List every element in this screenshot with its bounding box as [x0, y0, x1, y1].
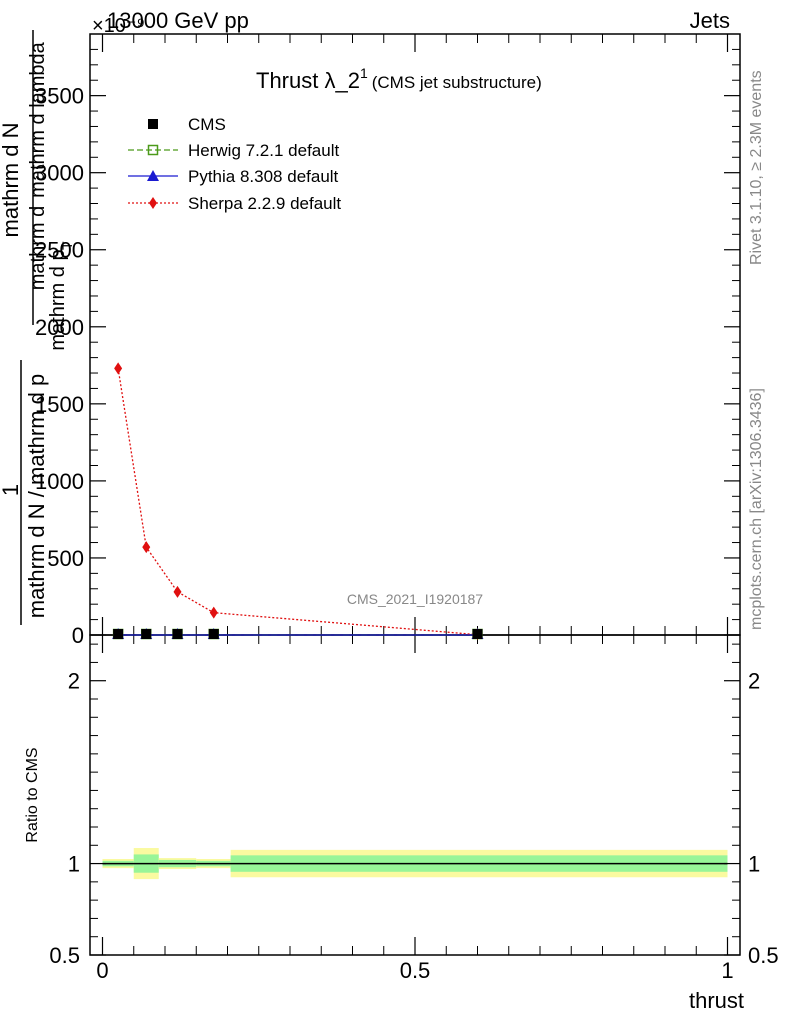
y-axis-label: 1 mathrm d N mathrm d N / mathrm d p mat… [0, 30, 75, 625]
legend-entry-cms: CMS [148, 115, 226, 134]
main-y-tick-label: 2000 [35, 315, 84, 340]
cms-point [113, 629, 124, 639]
ratio-y-tick-label: 1 [68, 852, 80, 877]
ratio-plot-frame [89, 634, 741, 956]
y-label-den2-sub: T [59, 241, 75, 250]
main-y-tick-label: 3000 [35, 161, 84, 186]
ratio-y-tick-label: 0.5 [49, 943, 80, 968]
rivet-label: Rivet 3.1.10, ≥ 2.3M events [748, 70, 765, 265]
main-y-tick-label: 2500 [35, 238, 84, 263]
y-label-num: mathrm d N [0, 123, 23, 238]
cms-point [472, 629, 483, 639]
x-tick-label: 0 [96, 958, 108, 983]
herwig-point [147, 144, 159, 156]
series-pythia [112, 628, 484, 639]
series-line-sherpa [117, 368, 478, 636]
sherpa-point [209, 606, 218, 619]
ratio-y-tick-label-right: 1 [748, 852, 760, 877]
legend-label: CMS [188, 115, 226, 134]
y-label-den2: mathrm d p [47, 249, 69, 350]
pythia-point [147, 170, 159, 181]
cms-point [208, 629, 219, 639]
main-y-tick-label: 1000 [35, 469, 84, 494]
y-label-num2: mathrm d [27, 206, 49, 290]
mcplots-label: mcplots.cern.ch [arXiv:1306.3436] [748, 388, 765, 630]
series-herwig [112, 628, 483, 640]
cms-point [148, 119, 158, 129]
legend: CMS Herwig 7.2.1 default Pythia 8.308 defa… [128, 115, 341, 213]
watermark: CMS_2021_I1920187 [347, 591, 483, 607]
ratio-y-tick-label-right: 2 [748, 669, 760, 694]
plot-title: Thrust λ_21 (CMS jet substructure) [256, 65, 542, 93]
y-label-num2-rest: mathrm d lambda [27, 41, 49, 197]
series-layer [112, 362, 484, 640]
main-y-tick-label: 3500 [35, 84, 84, 109]
main-y-tick-label: 0 [72, 623, 84, 648]
legend-label: Sherpa 2.2.9 default [188, 194, 341, 213]
main-y-ticks: 0 500 1000 1500 2000 2500 3000 3500 [35, 33, 740, 648]
x-tick-label: 1 [721, 958, 733, 983]
main-y-tick-label: 500 [47, 546, 84, 571]
x-tick-label: 0.5 [400, 958, 431, 983]
series-cms [113, 629, 483, 639]
main-y-tick-label: 1500 [35, 392, 84, 417]
legend-label: Pythia 8.308 default [188, 167, 339, 186]
cms-point [141, 629, 152, 639]
sherpa-point [142, 541, 151, 554]
y-label-one: 1 [0, 484, 23, 496]
ratio-y-tick-label-right: 0.5 [748, 943, 779, 968]
ratio-y-label: Ratio to CMS [24, 747, 41, 842]
y-label-den: mathrm d N / mathrm d p [24, 374, 49, 619]
sherpa-point [173, 585, 182, 598]
x-axis-label: thrust [689, 988, 744, 1013]
legend-entry-sherpa: Sherpa 2.2.9 default [128, 194, 341, 213]
legend-entry-pythia: Pythia 8.308 default [128, 167, 339, 186]
legend-label: Herwig 7.2.1 default [188, 141, 339, 160]
header-right: Jets [690, 8, 730, 33]
sherpa-point [114, 362, 123, 375]
ratio-y-tick-label: 2 [68, 669, 80, 694]
ratio-y-ticks: 0.5 0.5 1 1 2 2 [49, 643, 779, 968]
header-left: 13000 GeV pp [107, 8, 249, 33]
legend-entry-herwig: Herwig 7.2.1 default [128, 141, 339, 160]
sherpa-point [149, 197, 157, 209]
multiplier-label: ×10⁻⁹ [92, 15, 145, 37]
x-ticks: 0 0.5 1 [96, 34, 734, 983]
cms-point [172, 629, 183, 639]
